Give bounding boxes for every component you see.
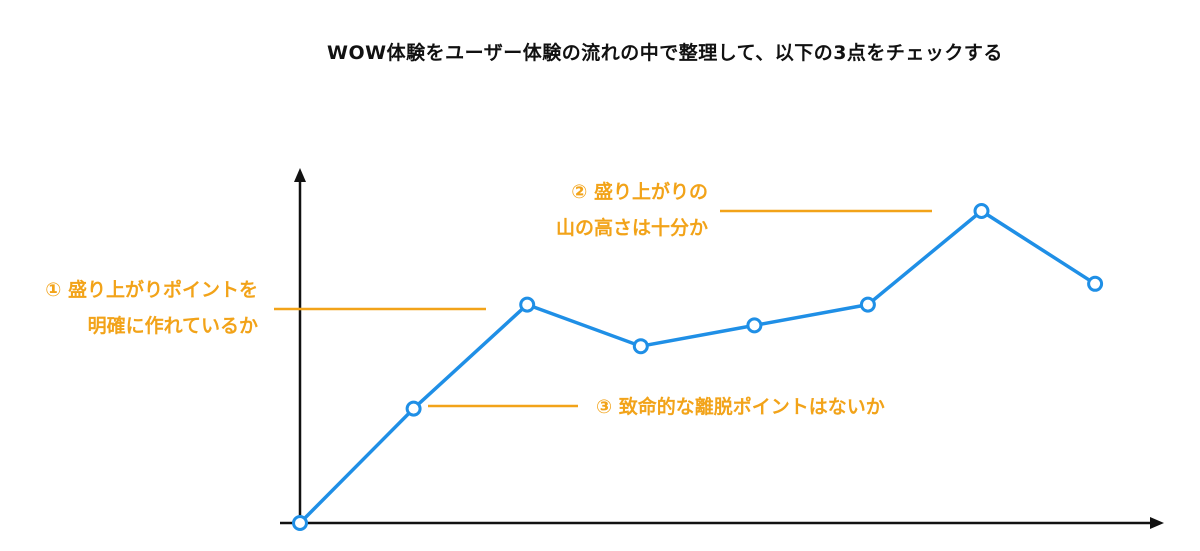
series-line <box>298 209 1097 525</box>
data-point-1 <box>405 400 422 417</box>
annotation-2-line-1: ② 盛り上がりの <box>571 181 708 203</box>
data-point-6 <box>973 203 990 219</box>
annotation-2: ② 盛り上がりの 山の高さは十分か <box>470 174 708 246</box>
annotation-3-line-1: ③ 致命的な離脱ポイントはないか <box>596 396 885 418</box>
data-point-7 <box>1087 275 1104 292</box>
annotation-3: ③ 致命的な離脱ポイントはないか <box>596 389 885 425</box>
data-point-3 <box>632 338 649 355</box>
annotation-2-line-2: 山の高さは十分か <box>555 217 708 239</box>
y-axis-arrow <box>294 168 306 182</box>
data-point-0 <box>292 515 308 531</box>
data-point-5 <box>859 296 876 313</box>
data-point-4 <box>746 317 763 334</box>
x-axis-arrow <box>1150 517 1164 529</box>
slide-title: WOW体験をユーザー体験の流れの中で整理して、以下の3点をチェックする <box>327 42 1003 64</box>
chart-axes <box>280 168 1164 530</box>
series-experience <box>292 203 1104 531</box>
data-point-2 <box>519 296 536 313</box>
annotation-1-line-2: 明確に作れているか <box>87 315 258 337</box>
annotation-leaders <box>274 209 932 408</box>
annotation-1: ① 盛り上がりポイントを 明確に作れているか <box>0 272 258 344</box>
annotation-1-line-1: ① 盛り上がりポイントを <box>45 279 258 301</box>
